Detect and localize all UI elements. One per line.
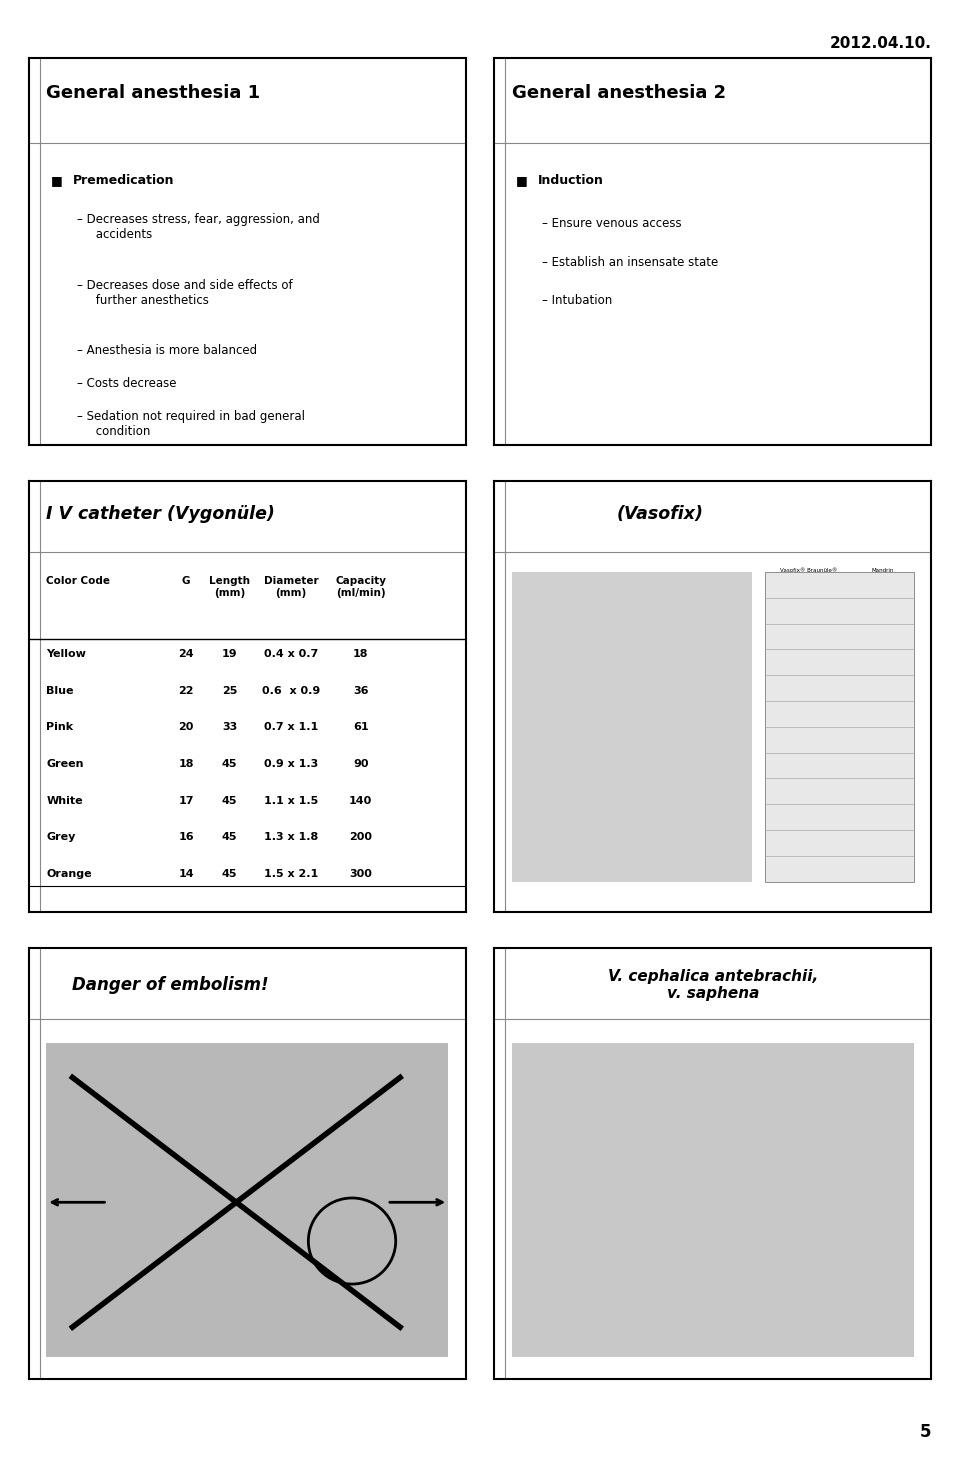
Text: 0.7 x 1.1: 0.7 x 1.1 — [264, 722, 318, 732]
Text: – Costs decrease: – Costs decrease — [77, 378, 177, 391]
Text: V. cephalica antebrachii,
v. saphena: V. cephalica antebrachii, v. saphena — [608, 969, 818, 1001]
Text: 18: 18 — [179, 759, 194, 769]
Text: General anesthesia 2: General anesthesia 2 — [512, 85, 726, 102]
Text: 16: 16 — [179, 832, 194, 842]
Text: G: G — [181, 576, 190, 587]
Text: 0.9 x 1.3: 0.9 x 1.3 — [264, 759, 318, 769]
FancyBboxPatch shape — [46, 1043, 448, 1357]
Text: Vasofix® Braunüle®: Vasofix® Braunüle® — [780, 568, 837, 572]
Text: 1.3 x 1.8: 1.3 x 1.8 — [264, 832, 318, 842]
Text: 20: 20 — [179, 722, 194, 732]
Text: 0.6  x 0.9: 0.6 x 0.9 — [262, 686, 320, 696]
Text: Diameter
(mm): Diameter (mm) — [264, 576, 318, 598]
Text: (Vasofix): (Vasofix) — [616, 505, 704, 522]
Text: – Decreases stress, fear, aggression, and
     accidents: – Decreases stress, fear, aggression, an… — [77, 213, 320, 241]
Text: 19: 19 — [222, 649, 237, 659]
Text: 1.5 x 2.1: 1.5 x 2.1 — [264, 870, 318, 878]
Text: Capacity
(ml/min): Capacity (ml/min) — [335, 576, 386, 598]
Text: Length
(mm): Length (mm) — [209, 576, 251, 598]
Text: 5: 5 — [920, 1424, 931, 1441]
Text: Induction: Induction — [538, 174, 604, 187]
Text: 36: 36 — [353, 686, 369, 696]
Text: – Anesthesia is more balanced: – Anesthesia is more balanced — [77, 344, 257, 357]
Text: 22: 22 — [179, 686, 194, 696]
Text: 45: 45 — [222, 870, 237, 878]
Text: 25: 25 — [222, 686, 237, 696]
Text: I V catheter (Vygonüle): I V catheter (Vygonüle) — [46, 505, 276, 522]
Text: 18: 18 — [353, 649, 369, 659]
Text: 14: 14 — [179, 870, 194, 878]
Text: ■: ■ — [51, 174, 62, 187]
Text: 17: 17 — [179, 795, 194, 805]
Text: Pink: Pink — [46, 722, 73, 732]
Text: 45: 45 — [222, 759, 237, 769]
Text: 200: 200 — [349, 832, 372, 842]
Text: 45: 45 — [222, 795, 237, 805]
Text: Premedication: Premedication — [72, 174, 174, 187]
Text: 90: 90 — [353, 759, 369, 769]
Text: General anesthesia 1: General anesthesia 1 — [46, 85, 260, 102]
Text: Green: Green — [46, 759, 84, 769]
Text: 140: 140 — [349, 795, 372, 805]
Text: 300: 300 — [349, 870, 372, 878]
FancyBboxPatch shape — [765, 572, 914, 881]
Text: – Intubation: – Intubation — [542, 295, 612, 308]
Text: 1.1 x 1.5: 1.1 x 1.5 — [264, 795, 318, 805]
Text: Mandrin: Mandrin — [872, 568, 895, 572]
FancyBboxPatch shape — [512, 1043, 914, 1357]
Text: Grey: Grey — [46, 832, 76, 842]
Text: 0.4 x 0.7: 0.4 x 0.7 — [264, 649, 318, 659]
Text: 33: 33 — [222, 722, 237, 732]
Text: 24: 24 — [179, 649, 194, 659]
Text: 61: 61 — [353, 722, 369, 732]
Text: Orange: Orange — [46, 870, 92, 878]
Text: Yellow: Yellow — [46, 649, 86, 659]
Text: – Decreases dose and side effects of
     further anesthetics: – Decreases dose and side effects of fur… — [77, 279, 293, 306]
Text: – Sedation not required in bad general
     condition: – Sedation not required in bad general c… — [77, 410, 305, 438]
Text: 2012.04.10.: 2012.04.10. — [829, 36, 931, 51]
Text: Blue: Blue — [46, 686, 74, 696]
FancyBboxPatch shape — [512, 572, 752, 881]
Text: White: White — [46, 795, 83, 805]
Text: Color Code: Color Code — [46, 576, 110, 587]
Text: Danger of embolism!: Danger of embolism! — [72, 976, 269, 994]
Text: – Ensure venous access: – Ensure venous access — [542, 217, 682, 231]
Text: ■: ■ — [516, 174, 528, 187]
Text: 45: 45 — [222, 832, 237, 842]
Text: – Establish an insensate state: – Establish an insensate state — [542, 255, 719, 268]
